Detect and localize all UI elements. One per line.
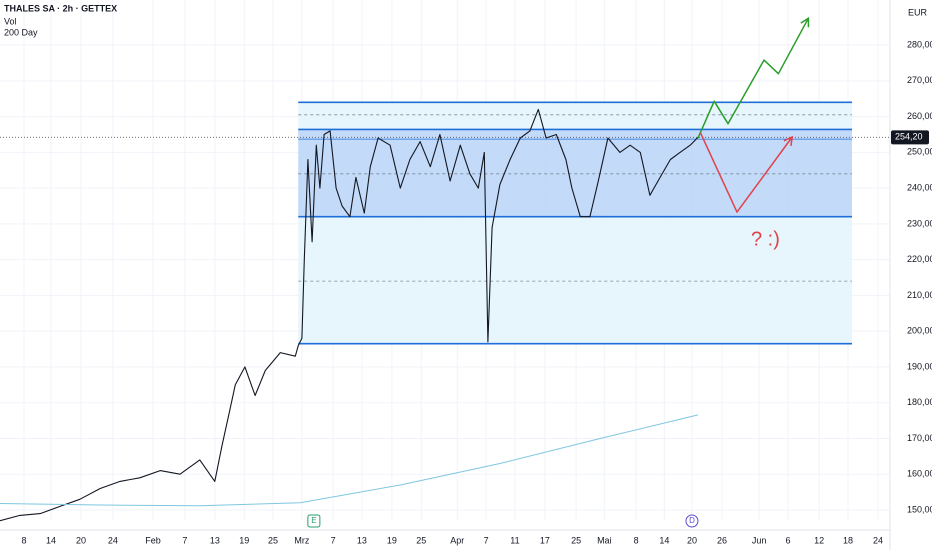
y-tick-label: 270,00 xyxy=(907,75,932,85)
x-tick-label: 11 xyxy=(510,535,519,545)
x-tick-label: 7 xyxy=(484,535,489,545)
currency: EUR xyxy=(908,7,928,17)
y-tick-label: 220,00 xyxy=(907,254,932,264)
y-tick-label: 250,00 xyxy=(907,147,932,157)
y-tick-label: 260,00 xyxy=(907,111,932,121)
event-marker xyxy=(685,514,699,528)
x-tick-label: Apr xyxy=(450,535,464,545)
x-tick-label: 20 xyxy=(76,535,86,545)
x-tick-label: 25 xyxy=(416,535,426,545)
x-tick-label: Mai xyxy=(597,535,612,545)
y-tick-label: 150,00 xyxy=(907,504,932,514)
projection-arrow xyxy=(697,17,810,139)
x-tick-label: 25 xyxy=(268,535,278,545)
x-tick-label: 7 xyxy=(182,535,187,545)
event-marker xyxy=(307,514,321,528)
y-tick-label: 230,00 xyxy=(907,218,932,228)
indicator-label: 200 Day xyxy=(4,27,38,37)
chart-title: THALES SA · 2h · GETTEX xyxy=(4,3,117,13)
y-tick-label: 210,00 xyxy=(907,290,932,300)
y-tick-label: 180,00 xyxy=(907,397,932,407)
x-tick-label: 19 xyxy=(387,535,397,545)
x-tick-label: 12 xyxy=(814,535,824,545)
y-tick-label: 170,00 xyxy=(907,433,932,443)
last-price-tag xyxy=(891,130,929,145)
y-tick-label: 190,00 xyxy=(907,361,932,371)
x-tick-label: 25 xyxy=(571,535,581,545)
x-tick-label: 18 xyxy=(843,535,853,545)
x-tick-label: Feb xyxy=(145,535,161,545)
y-tick-label: 160,00 xyxy=(907,469,932,479)
x-tick-label: 7 xyxy=(331,535,336,545)
x-tick-label: Jun xyxy=(752,535,767,545)
x-tick-label: 6 xyxy=(785,535,790,545)
series-line xyxy=(0,108,699,522)
arrow-head xyxy=(783,135,794,146)
x-tick-label: Mrz xyxy=(294,535,309,545)
x-tick-label: 19 xyxy=(239,535,249,545)
event-label: D xyxy=(689,516,695,525)
x-tick-label: 17 xyxy=(540,535,550,545)
zone xyxy=(298,129,852,217)
x-tick-label: 13 xyxy=(210,535,220,545)
indicator-label: Vol xyxy=(4,16,17,26)
x-tick-label: 24 xyxy=(108,535,118,545)
x-tick-label: 8 xyxy=(634,535,639,545)
arrow-head xyxy=(800,16,810,28)
x-tick-label: 14 xyxy=(659,535,669,545)
last-price-label: 254,20 xyxy=(895,132,923,142)
series-line xyxy=(0,414,699,507)
y-tick-label: 200,00 xyxy=(907,326,932,336)
y-tick-label: 240,00 xyxy=(907,182,932,192)
x-tick-label: 24 xyxy=(873,535,883,545)
x-tick-label: 20 xyxy=(687,535,697,545)
x-tick-label: 13 xyxy=(357,535,367,545)
x-tick-label: 8 xyxy=(21,535,26,545)
x-tick-label: 14 xyxy=(46,535,56,545)
annotation: ? :) xyxy=(751,228,780,250)
x-tick-label: 26 xyxy=(717,535,727,545)
y-tick-label: 280,00 xyxy=(907,39,932,49)
event-label: E xyxy=(311,516,316,525)
projection-arrow xyxy=(699,132,793,213)
